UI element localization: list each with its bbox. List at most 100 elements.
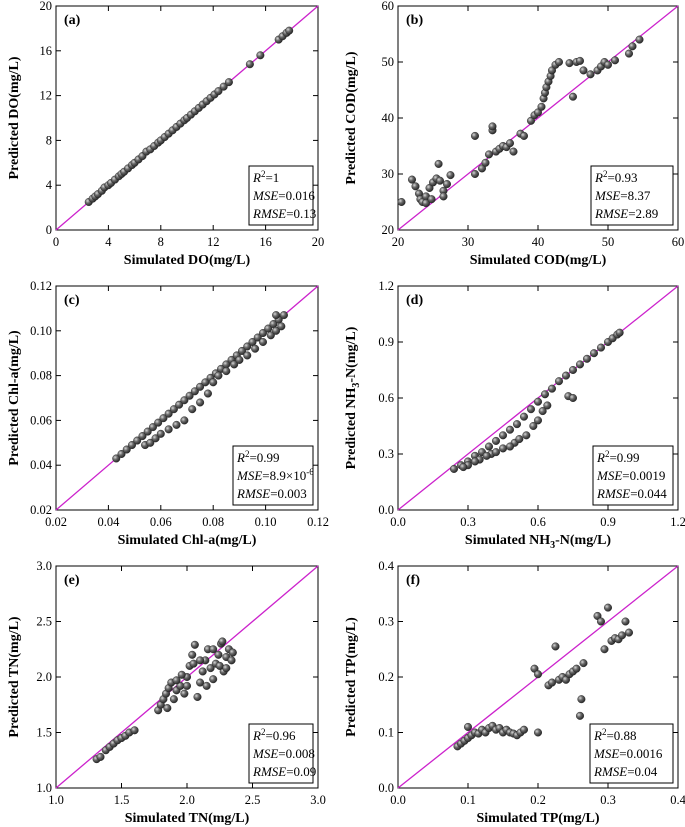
panel-d: 0.0 0.3 0.6 0.9 1.2 0.0 0.3 0.6 0.9 1.2 (d) Simulat… [344, 279, 685, 551]
data-point [196, 382, 205, 391]
stats-box-border [589, 723, 674, 784]
data-point [228, 648, 237, 657]
mse-value: =0.008 [278, 746, 315, 761]
x-tick-label: 12 [207, 235, 220, 249]
r2-stat: R2=0.99 [596, 449, 640, 465]
x-tick-label: 4 [105, 235, 112, 249]
data-point [482, 451, 491, 460]
data-point [190, 387, 199, 396]
y-axis-title: Predicted Chl-a(mg/L) [7, 330, 22, 466]
data-point [515, 435, 524, 444]
data-point [177, 670, 186, 679]
y-axis-title: Predicted DO(mg/L) [7, 56, 22, 179]
data-point [175, 400, 184, 409]
mse-value: =8.9×10 [262, 468, 306, 483]
stats-box-border [590, 165, 674, 226]
r2-stat: R2=0.96 [252, 727, 296, 743]
data-point [180, 396, 189, 405]
panel-tag: (b) [406, 13, 423, 28]
panel-tag: (f) [406, 573, 420, 588]
data-point [224, 78, 233, 87]
y-axis-title-text: Predicted Chl-a(mg/L) [7, 330, 22, 466]
data-point [611, 56, 620, 65]
x-tick-label: 0.6 [530, 515, 546, 529]
rmse-symbol: RMSE [252, 764, 286, 779]
rmse-symbol: RMSE [594, 206, 628, 221]
data-point [96, 752, 105, 761]
data-point [537, 102, 546, 111]
r-squared-exponent: 2 [261, 169, 266, 179]
data-point [625, 49, 634, 58]
data-point [189, 659, 198, 668]
y-tick-label: 0.3 [378, 615, 394, 629]
data-point [527, 405, 536, 414]
data-point [541, 390, 550, 399]
data-point [576, 360, 585, 369]
data-point [434, 159, 443, 168]
panel-tag: (d) [406, 293, 423, 308]
data-point [143, 427, 152, 436]
data-point [214, 371, 223, 380]
data-point [522, 431, 531, 440]
y-tick-label: 0.0 [378, 503, 394, 517]
data-point [258, 338, 267, 347]
data-point [506, 425, 515, 434]
y-tick-label: 20 [40, 0, 53, 13]
y-tick-label: 0.12 [30, 279, 52, 293]
y-tick-label: 0.4 [378, 559, 394, 573]
x-tick-label: 0.3 [460, 515, 476, 529]
data-point [597, 343, 606, 352]
r2-stat: R2=0.93 [594, 169, 638, 185]
data-point [209, 675, 218, 684]
rmse-stat: RMSE=0.003 [236, 486, 307, 501]
data-point [180, 416, 189, 425]
data-point [450, 464, 459, 473]
x-axis-title-suffix: -N(mg/L) [555, 533, 611, 548]
data-point [499, 444, 508, 453]
panel-e: 1.0 1.5 2.0 2.5 3.0 1.0 1.5 2.0 2.5 3.0 (e) Simulat… [7, 559, 326, 826]
x-tick-label: 60 [672, 235, 685, 249]
data-point [196, 656, 205, 665]
y-axis-title-text: Predicted DO(mg/L) [7, 56, 22, 179]
data-point [164, 409, 173, 418]
stats-box-border [232, 445, 314, 506]
y-tick-label: 1.0 [36, 781, 52, 795]
y-tick-label: 0.10 [30, 324, 52, 338]
data-point [209, 645, 218, 654]
panel-c: 0.02 0.04 0.06 0.08 0.10 0.12 0.02 0.04 0.06 0.08… [7, 279, 329, 548]
data-point [621, 617, 630, 626]
rmse-stat: RMSE=0.04 [593, 764, 658, 779]
data-point [277, 322, 286, 331]
r-squared-exponent: 2 [602, 727, 607, 737]
x-tick-label: 0 [53, 235, 59, 249]
data-point [520, 131, 529, 140]
stats-box-border [592, 445, 674, 506]
mse-symbol: MSE [596, 468, 622, 483]
mse-stat: MSE=0.008 [252, 746, 315, 761]
r2-value: =0.99 [609, 450, 639, 465]
y-tick-label: 0.04 [30, 458, 53, 472]
y-tick-label: 0.3 [378, 447, 394, 461]
data-point [227, 656, 236, 665]
data-point [243, 342, 252, 351]
data-point [534, 416, 543, 425]
data-point [446, 171, 455, 180]
rmse-symbol: RMSE [236, 486, 270, 501]
rmse-symbol: RMSE [252, 206, 286, 221]
r2-stat: R2=1 [252, 169, 279, 185]
data-point [163, 704, 172, 713]
r2-value: =0.99 [249, 450, 279, 465]
x-tick-label: 0.4 [670, 793, 685, 807]
data-point [279, 311, 288, 320]
data-point [565, 59, 574, 68]
x-tick-label: 0.10 [255, 515, 277, 529]
mse-symbol: MSE [594, 188, 620, 203]
y-tick-label: 1.5 [36, 726, 52, 740]
data-point [534, 670, 543, 679]
data-point [272, 326, 281, 335]
rmse-stat: RMSE=0.044 [596, 486, 667, 501]
data-point [251, 344, 260, 353]
y-tick-label: 0.2 [378, 670, 394, 684]
